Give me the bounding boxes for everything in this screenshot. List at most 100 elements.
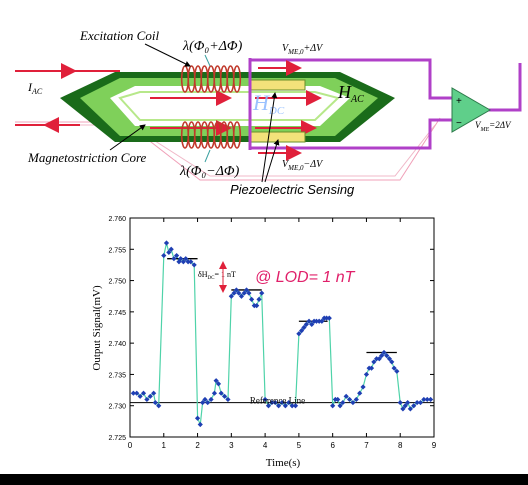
data-point: [228, 293, 234, 299]
data-point: [363, 371, 370, 378]
data-point: [221, 393, 228, 399]
data-point: [243, 287, 250, 293]
data-point: [414, 399, 420, 406]
data-point: [411, 403, 417, 409]
data-point: [350, 399, 356, 406]
data-point: [213, 378, 219, 384]
data-point: [215, 381, 222, 387]
data-point: [421, 396, 427, 403]
lod-annotation: @ LOD= 1 nT: [255, 269, 356, 286]
data-point: [185, 259, 191, 265]
data-point: [379, 353, 385, 359]
data-point: [389, 359, 395, 365]
lambda-minus-label: λ(Φ₀−ΔΦ): [179, 164, 240, 179]
piezoelectric-sensing-label: Piezoelectric Sensing: [230, 182, 355, 197]
data-point: [346, 396, 353, 403]
data-point: [194, 415, 201, 421]
piezo-plate-top: [249, 79, 306, 91]
data-point: [262, 396, 268, 403]
data-point: [152, 399, 158, 406]
svg-text:−: −: [456, 118, 462, 129]
data-point: [140, 390, 147, 396]
data-point: [391, 365, 397, 371]
delta-h-label: δHDC= 1 nT: [198, 270, 236, 281]
data-point: [166, 249, 172, 256]
data-point: [417, 399, 424, 406]
plot-frame: [129, 217, 435, 438]
data-point: [357, 390, 363, 396]
data-point: [296, 331, 302, 337]
data-point: [376, 356, 382, 362]
data-point: [231, 290, 237, 296]
y-axis-label: Output Signal(mV): [91, 285, 103, 371]
data-point: [326, 315, 332, 321]
x-tick-label: 3: [229, 441, 234, 450]
data-point: [381, 349, 387, 356]
data-point: [168, 246, 174, 252]
coil-turn: [232, 65, 242, 93]
x-tick-label: 6: [330, 441, 335, 450]
data-point: [319, 318, 325, 324]
data-point: [218, 390, 224, 396]
data-point: [188, 259, 194, 265]
data-point: [301, 324, 307, 331]
magnetostriction-core-label: Magnetostriction Core: [27, 150, 147, 165]
x-tick-label: 2: [195, 441, 200, 450]
data-point: [386, 356, 393, 362]
y-tick-label: 2.760: [108, 216, 126, 223]
data-point: [330, 403, 336, 409]
v-out-label: VME=2ΔV: [475, 120, 512, 133]
data-point: [256, 296, 262, 302]
data-point: [156, 403, 162, 409]
data-point: [289, 403, 295, 409]
x-tick-label: 8: [398, 441, 403, 450]
x-tick-label: 4: [263, 441, 268, 450]
data-point: [316, 318, 322, 324]
y-tick-label: 2.750: [108, 279, 126, 286]
x-axis: 0 1 2 3 4 5 6 7 8 9: [128, 218, 437, 450]
differential-amplifier: [451, 87, 491, 133]
excitation-coil-label: Excitation Coil: [79, 28, 159, 43]
data-point: [249, 296, 255, 302]
data-point: [397, 399, 403, 406]
data-point: [238, 293, 245, 299]
data-point: [151, 390, 157, 396]
data-point: [174, 252, 180, 259]
data-point: [323, 315, 330, 321]
data-point: [292, 403, 299, 409]
sensor-diagram: + − HDC HAC Excitation Coil λ(Φ₀+ΔΦ) VME…: [15, 28, 522, 197]
data-point: [405, 399, 411, 406]
data-point: [183, 256, 189, 262]
data-point: [191, 262, 197, 268]
data-point: [402, 403, 408, 409]
v-me-minus-label: VME,0−ΔV: [282, 159, 324, 172]
y-tick-label: 2.725: [108, 435, 126, 442]
data-point: [144, 396, 150, 403]
data-point: [343, 393, 349, 399]
data-point: [298, 328, 305, 334]
bottom-bar: [0, 474, 528, 485]
data-point: [208, 396, 214, 403]
data-point: [197, 421, 203, 428]
data-point: [303, 321, 309, 327]
data-point: [265, 403, 272, 409]
data-point: [225, 396, 231, 403]
coil-top: [180, 65, 242, 93]
data-point: [279, 399, 285, 406]
data-point: [428, 396, 434, 403]
data-point: [276, 403, 282, 409]
data-point: [163, 240, 170, 246]
data-point: [368, 365, 375, 371]
data-point: [424, 396, 430, 403]
y-tick-label: 2.755: [108, 247, 126, 254]
data-point: [384, 353, 390, 359]
v-me-plus-label: VME,0+ΔV: [282, 43, 324, 56]
data-point: [407, 406, 413, 412]
data-point: [269, 399, 275, 406]
data-point: [309, 321, 315, 327]
data-point: [373, 356, 380, 362]
reference-line-label: Reference Line: [250, 396, 305, 406]
data-point: [211, 390, 218, 396]
data-point: [134, 390, 140, 396]
